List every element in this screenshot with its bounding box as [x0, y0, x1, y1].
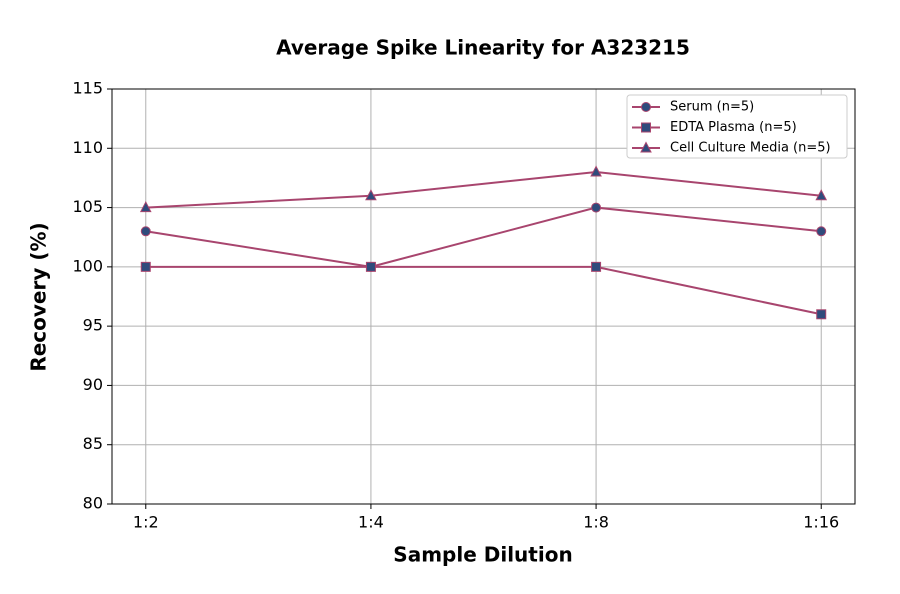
y-tick-label: 80: [83, 494, 103, 513]
plot-frame: [111, 88, 856, 505]
point: [590, 165, 602, 177]
y-tick-label: 85: [83, 434, 103, 453]
y-axis-label: Recovery (%): [27, 222, 51, 371]
series-line: [145, 206, 822, 268]
y-tick-label: 105: [72, 197, 103, 216]
series-line: [145, 265, 822, 316]
y-tick-label: 95: [83, 316, 103, 335]
legend-box: [626, 94, 848, 159]
point: [140, 226, 151, 237]
point: [591, 261, 602, 272]
x-axis-label: Sample Dilution: [393, 543, 572, 567]
x-tick-label: 1:4: [358, 513, 384, 532]
point: [591, 202, 602, 213]
point: [139, 200, 152, 213]
chart-title: Average Spike Linearity for A323215: [276, 36, 690, 60]
series-line: [145, 170, 822, 209]
y-tick-label: 115: [72, 79, 103, 98]
x-tick-label: 1:16: [803, 513, 839, 532]
y-tick-label: 90: [83, 375, 103, 394]
point: [816, 226, 827, 237]
legend-label: Serum (n=5): [670, 100, 754, 115]
point: [365, 261, 376, 272]
legend-marker: [640, 141, 652, 153]
x-tick-label: 1:8: [583, 513, 609, 532]
point: [140, 261, 151, 272]
x-tick-label: 1:2: [133, 513, 159, 532]
point: [365, 189, 377, 201]
legend-marker: [641, 102, 651, 112]
legend-label: Cell Culture Media (n=5): [670, 141, 831, 156]
point: [815, 189, 828, 201]
legend-marker: [641, 122, 651, 133]
y-tick-label: 110: [72, 138, 103, 157]
point: [816, 309, 827, 320]
y-tick-label: 100: [72, 256, 103, 275]
legend-label: EDTA Plasma (n=5): [670, 120, 797, 135]
